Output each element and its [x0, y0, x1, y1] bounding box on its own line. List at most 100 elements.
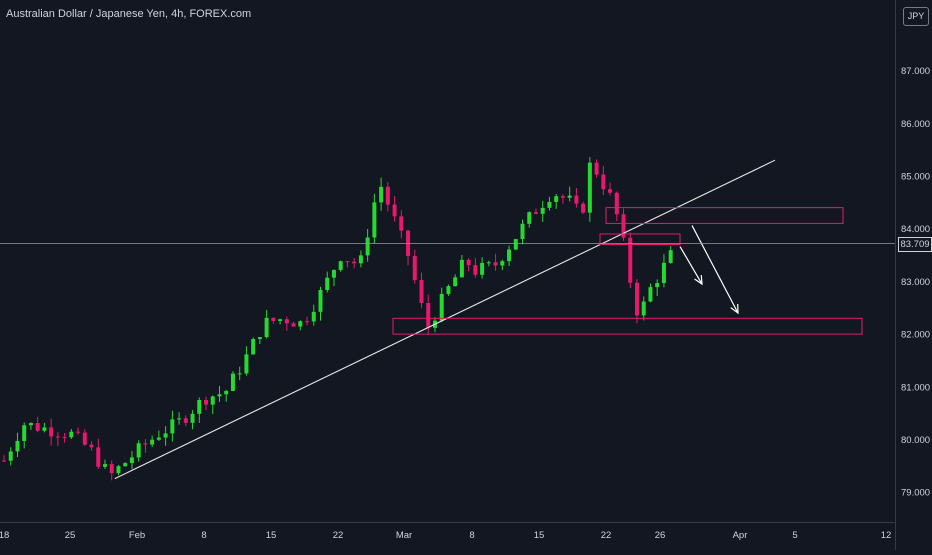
candle-body: [331, 270, 336, 278]
candle-body: [399, 216, 404, 231]
candle-body: [560, 196, 565, 198]
candle-body: [244, 354, 249, 374]
drawings-layer: [114, 159, 863, 480]
price-tick-label: 84.000: [901, 224, 930, 235]
candle-body: [82, 432, 87, 445]
candle-body: [507, 249, 512, 262]
candle-body: [136, 443, 141, 458]
candle-body: [89, 444, 94, 448]
trendline[interactable]: [114, 159, 776, 480]
time-tick-label: 15: [266, 530, 277, 541]
price-tick-label: 83.000: [901, 277, 930, 288]
chart-title: Australian Dollar / Japanese Yen, 4h, FO…: [6, 8, 252, 20]
time-tick-label: 8: [469, 530, 474, 541]
candle-body: [473, 265, 478, 275]
candle-body: [547, 201, 552, 208]
candle-body: [35, 423, 40, 431]
candle-body: [163, 433, 168, 438]
price-tick-label: 79.000: [901, 488, 930, 499]
price-axis[interactable]: 79.000 80.000 81.000 82.000 83.000 84.000 85.0…: [901, 66, 930, 499]
candle-body: [224, 390, 229, 395]
candle-body: [150, 439, 155, 445]
candle-body: [183, 418, 188, 423]
candle-body: [587, 162, 592, 213]
candle-body: [325, 277, 330, 290]
time-tick-label: Feb: [129, 530, 145, 541]
candle-body: [170, 419, 175, 434]
candle-body: [8, 451, 13, 461]
price-tick-label: 85.000: [901, 172, 930, 183]
candle-body: [109, 464, 114, 474]
candle-body: [641, 301, 646, 316]
candle-body: [379, 186, 384, 203]
candle-body: [177, 418, 182, 420]
time-tick-label: 8: [201, 530, 206, 541]
candle-body: [365, 237, 370, 256]
candle-body: [581, 203, 586, 213]
candle-body: [500, 261, 505, 266]
time-tick-label: Mar: [396, 530, 412, 541]
time-axis[interactable]: 18 25 Feb 8 15 22 Mar 8 15 22 26 Apr 5 12: [0, 530, 891, 541]
candle-body: [412, 255, 417, 281]
candle-body: [520, 223, 525, 240]
arrow-line[interactable]: [679, 246, 703, 285]
time-tick-label: 15: [534, 530, 545, 541]
candle-body: [345, 261, 350, 263]
time-tick-label: 22: [333, 530, 344, 541]
candle-body: [230, 373, 235, 391]
candle-body: [251, 338, 256, 355]
candle-body: [419, 280, 424, 303]
price-tick-label: 82.000: [901, 330, 930, 341]
candle-body: [655, 283, 660, 288]
currency-button[interactable]: JPY: [903, 7, 929, 26]
candle-body: [278, 319, 283, 322]
candle-body: [459, 259, 464, 278]
candle-body: [264, 317, 269, 338]
candle-body: [42, 427, 47, 431]
candle-body: [527, 212, 532, 224]
price-tick-label: 87.000: [901, 66, 930, 77]
candle-body: [305, 321, 310, 323]
sr-zone-rectangle[interactable]: [605, 207, 844, 224]
candle-body: [284, 319, 289, 324]
sr-zone-rectangle[interactable]: [599, 233, 681, 246]
sr-zone-rectangle[interactable]: [392, 317, 863, 335]
candles-layer: [2, 157, 673, 481]
candle-body: [271, 317, 276, 322]
candle-body: [156, 437, 161, 440]
candle-body: [446, 286, 451, 294]
candle-body: [426, 302, 431, 328]
candle-body: [96, 447, 101, 467]
candle-body: [372, 202, 377, 238]
time-tick-label: 18: [0, 530, 9, 541]
candle-body: [237, 373, 242, 375]
candle-body: [648, 287, 653, 302]
arrow-head: [694, 275, 703, 286]
candle-body: [493, 262, 498, 266]
time-tick-label: 12: [881, 530, 892, 541]
candle-body: [338, 261, 343, 271]
candle-body: [217, 394, 222, 397]
candle-body: [55, 436, 60, 438]
candle-body: [318, 289, 323, 312]
candle-body: [567, 195, 572, 198]
candle-body: [621, 214, 626, 238]
candle-body: [392, 204, 397, 217]
price-tick-label: 81.000: [901, 382, 930, 393]
time-tick-label: Apr: [733, 530, 748, 541]
candle-body: [28, 423, 33, 426]
candle-body: [486, 262, 491, 264]
candle-body: [116, 466, 121, 474]
current-price-label: 83.709: [898, 237, 932, 252]
candle-body: [204, 399, 209, 405]
candle-body: [190, 413, 195, 423]
candle-body: [601, 174, 606, 190]
candle-body: [614, 192, 619, 215]
candle-body: [480, 262, 485, 275]
candle-body: [540, 207, 545, 214]
arrow-line[interactable]: [691, 225, 739, 314]
candle-body: [628, 237, 633, 283]
time-tick-label: 5: [792, 530, 797, 541]
